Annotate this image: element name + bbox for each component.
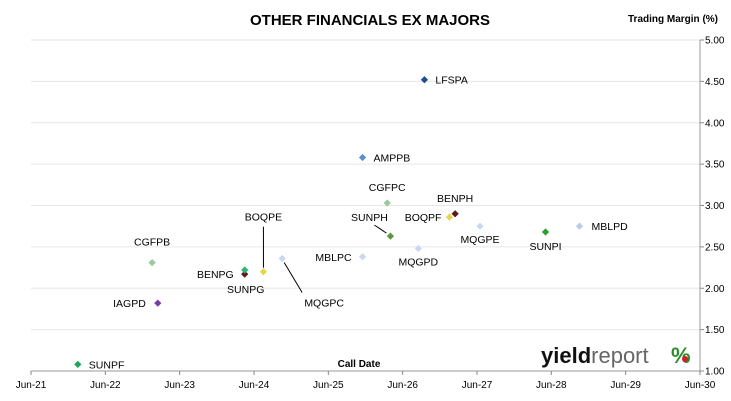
label-mblpc: MBLPC (315, 252, 352, 264)
y-tick-label: 2.00 (705, 284, 725, 295)
label-sunph: SUNPH (351, 212, 388, 224)
y-tick-label: 5.00 (705, 36, 725, 47)
x-tick-label: Jun-21 (16, 380, 47, 391)
yieldreport-logo: yieldreport % (541, 343, 691, 368)
axes (30, 39, 704, 375)
x-tick-labels: Jun-21 Jun-22 Jun-23 Jun-24 Jun-25 Jun-26 Jun-… (16, 380, 716, 391)
leader-line-sunph (374, 224, 387, 234)
y-tick-label: 4.50 (705, 77, 725, 88)
y-tick-label: 3.50 (705, 160, 725, 171)
logo-percent-icon: % (671, 343, 691, 368)
y-tick-label: 2.50 (705, 242, 725, 253)
label-cgfpb: CGFPB (134, 237, 170, 249)
gridlines (31, 39, 700, 331)
x-tick-label: Jun-24 (239, 380, 270, 391)
point-sunpf (74, 360, 82, 369)
label-sunpg: SUNPG (227, 284, 264, 296)
y-tick-labels: 1.00 1.50 2.00 2.50 3.00 3.50 4.00 4.50 5.00 (705, 36, 725, 378)
label-amppb: AMPPB (374, 153, 411, 165)
label-mqgpe: MQGPE (460, 234, 499, 246)
point-boqpe (259, 268, 268, 276)
x-tick-label: Jun-26 (387, 380, 418, 391)
point-boqpf (445, 213, 454, 221)
point-mqgpc (278, 254, 286, 263)
label-lfspa: LFSPA (435, 75, 467, 87)
chart-title: OTHER FINANCIALS EX MAJORS (250, 12, 490, 29)
y-tick-label: 1.50 (705, 325, 725, 336)
point-mblpd (575, 222, 584, 230)
y-tick-label: 4.00 (705, 118, 725, 129)
point-mqgpd (414, 244, 422, 253)
point-sunpg (241, 266, 249, 274)
svg-text:yieldreport: yieldreport (541, 343, 649, 368)
logo-text-yield: yield (541, 343, 591, 368)
y-axis-label: Trading Margin (%) (628, 14, 718, 25)
x-tick-label: Jun-29 (610, 380, 641, 391)
label-boqpe: BOQPE (245, 212, 282, 224)
label-mqgpc: MQGPC (304, 297, 344, 309)
label-iagpd: IAGPD (113, 298, 146, 310)
x-tick-label: Jun-27 (462, 380, 493, 391)
point-sunpi (541, 228, 550, 236)
point-labels: LFSPA AMPPB CGFPC BENPH BOQPF MQGPE MBLPD SUNPI… (89, 75, 628, 372)
point-sunph (386, 232, 395, 240)
label-benpg: BENPG (197, 269, 234, 281)
point-benph (451, 210, 459, 218)
label-benph: BENPH (437, 193, 473, 205)
data-points (74, 76, 584, 369)
label-cgfpc: CGFPC (369, 182, 406, 194)
leader-lines (262, 224, 387, 293)
y-tick-label: 1.00 (705, 367, 725, 378)
label-sunpi: SUNPI (529, 241, 561, 253)
point-mblpc (358, 253, 367, 261)
y-tick-label: 3.00 (705, 201, 725, 212)
label-mblpd: MBLPD (592, 221, 629, 233)
x-tick-label: Jun-25 (313, 380, 344, 391)
point-cgfpc (383, 199, 391, 207)
point-lfspa (420, 76, 429, 84)
logo-text-report: report (591, 343, 648, 368)
x-tick-label: Jun-28 (536, 380, 567, 391)
x-tick-label: Jun-23 (164, 380, 195, 391)
label-sunpf: SUNPF (89, 359, 125, 371)
label-mqgpd: MQGPD (398, 257, 438, 269)
x-tick-label: Jun-30 (685, 380, 716, 391)
x-tick-label: Jun-22 (90, 380, 121, 391)
logo-dot-icon (682, 356, 688, 362)
point-iagpd (154, 299, 162, 307)
leader-line-mqgpc (283, 262, 303, 293)
point-amppb (358, 153, 367, 162)
point-benpg (241, 270, 249, 278)
point-mqgpe (476, 222, 484, 230)
label-boqpf: BOQPF (405, 212, 442, 224)
x-axis-label: Call Date (338, 359, 381, 370)
point-cgfpb (148, 258, 156, 267)
